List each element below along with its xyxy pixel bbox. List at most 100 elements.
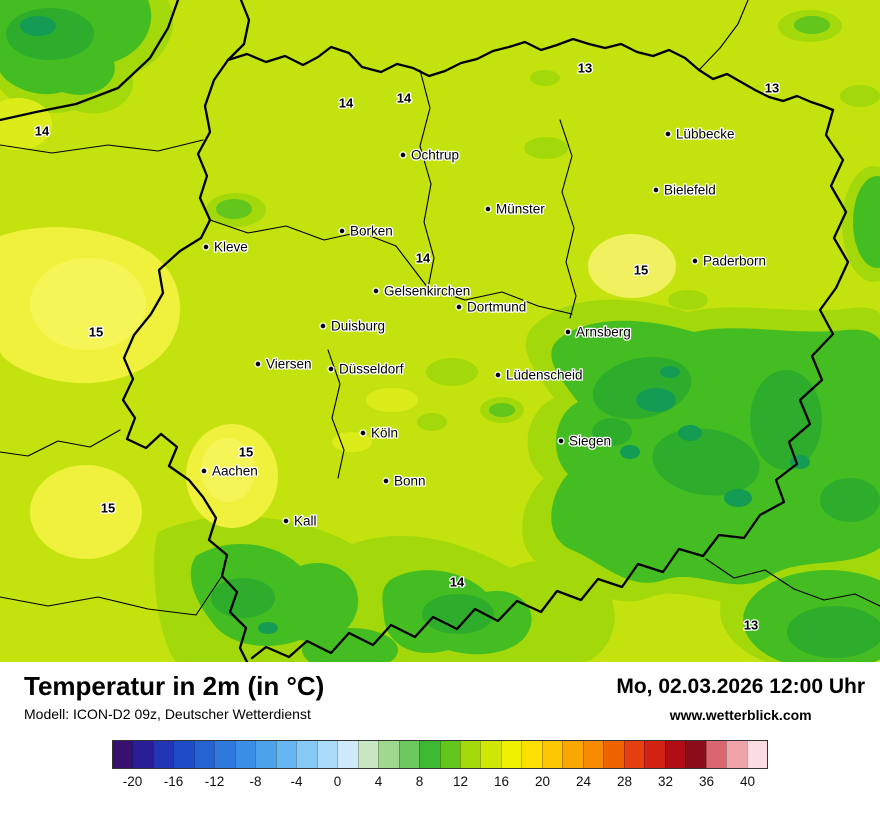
temperature-value-labels: 14 14 14 13 13 14 15 15 15 15 14 13 xyxy=(33,59,780,634)
temperature-colorbar: -20 -16 -12 -8 -4 0 4 8 12 16 20 24 28 32 36 40 xyxy=(112,740,768,794)
city-label: Lüdenscheid xyxy=(506,368,583,383)
colorbar-segment xyxy=(521,741,542,768)
temperature-value: 14 xyxy=(35,124,50,139)
city-dot xyxy=(319,322,327,330)
colorbar-segment xyxy=(337,741,358,768)
temperature-value: 15 xyxy=(239,445,253,460)
city-label: Arnsberg xyxy=(576,325,631,340)
city-dot xyxy=(254,360,262,368)
district-line xyxy=(427,287,573,315)
border-west xyxy=(121,0,251,662)
city-marker-lübbecke: Lübbecke xyxy=(664,125,736,143)
city-marker-siegen: Siegen xyxy=(557,432,612,450)
colorbar-segment xyxy=(705,741,727,768)
city-label: Gelsenkirchen xyxy=(384,284,470,299)
footer-right: Mo, 02.03.2026 12:00 Uhr www.wetterblick… xyxy=(616,672,865,723)
footer-left: Temperatur in 2m (in °C) Modell: ICON-D2… xyxy=(24,672,324,722)
map-title: Temperatur in 2m (in °C) xyxy=(24,671,325,701)
colorbar-segment xyxy=(746,741,767,768)
temperature-value: 14 xyxy=(397,91,412,106)
colorbar-segment xyxy=(316,741,338,768)
colorbar-segment xyxy=(173,741,194,768)
city-markers: Ochtrup Lübbecke Münster Bielefeld Borken Kle… xyxy=(200,125,767,530)
temperature-value: 14 xyxy=(416,251,431,266)
colorbar-segment xyxy=(113,741,133,768)
district-line xyxy=(698,0,749,71)
city-dot xyxy=(494,371,502,379)
city-marker-düsseldorf: Düsseldorf xyxy=(327,360,405,378)
district-line xyxy=(0,429,121,457)
colorbar-tick-label: 0 xyxy=(333,774,342,789)
colorbar-tick-label: 28 xyxy=(616,774,633,789)
city-label: Bielefeld xyxy=(664,183,716,198)
colorbar-segment xyxy=(603,741,624,768)
temperature-map: 14 14 14 13 13 14 15 15 15 15 14 13 Ochtrup Lübbecke… xyxy=(0,0,880,662)
colorbar-segment xyxy=(685,741,706,768)
colorbar-tick-label: 32 xyxy=(657,774,674,789)
city-label: Dortmund xyxy=(467,300,526,315)
colorbar-segment xyxy=(214,741,235,768)
city-marker-münster: Münster xyxy=(484,200,547,218)
temperature-value: 15 xyxy=(101,501,115,516)
forecast-datetime: Mo, 02.03.2026 12:00 Uhr xyxy=(616,675,865,698)
colorbar-tick-label: -8 xyxy=(249,774,262,789)
temperature-value: 15 xyxy=(634,263,648,278)
city-marker-ochtrup: Ochtrup xyxy=(399,146,460,164)
city-dot xyxy=(455,303,463,311)
colorbar-segment xyxy=(459,741,481,768)
city-label: Aachen xyxy=(212,464,258,479)
colorbar-segment xyxy=(419,741,440,768)
city-dot xyxy=(557,437,565,445)
district-line xyxy=(0,575,223,616)
colorbar-segment xyxy=(357,741,379,768)
colorbar-tick-label: -4 xyxy=(290,774,303,789)
city-marker-aachen: Aachen xyxy=(200,462,259,480)
city-marker-köln: Köln xyxy=(359,424,399,442)
temperature-value: 14 xyxy=(450,575,465,590)
temperature-value: 13 xyxy=(744,618,758,633)
temperature-field xyxy=(0,0,880,662)
city-label: Siegen xyxy=(569,434,611,449)
colorbar-segment xyxy=(623,741,645,768)
colorbar-segment xyxy=(664,741,686,768)
city-dot xyxy=(399,151,407,159)
colorbar-tick-label: -12 xyxy=(204,774,225,789)
city-dot xyxy=(359,429,367,437)
colorbar-segment xyxy=(296,741,317,768)
map-footer: Temperatur in 2m (in °C) Modell: ICON-D2… xyxy=(0,662,880,830)
colorbar-segment xyxy=(398,741,420,768)
colorbar-segment xyxy=(500,741,522,768)
colorbar-tick-label: -20 xyxy=(122,774,143,789)
city-marker-viersen: Viersen xyxy=(254,355,313,373)
city-marker-kall: Kall xyxy=(282,512,318,530)
city-marker-bonn: Bonn xyxy=(382,472,427,490)
city-label: Düsseldorf xyxy=(339,362,404,377)
city-dot xyxy=(484,205,492,213)
colorbar-segments xyxy=(112,740,768,769)
city-marker-duisburg: Duisburg xyxy=(319,317,386,335)
city-marker-kleve: Kleve xyxy=(202,238,249,256)
city-marker-borken: Borken xyxy=(338,222,394,240)
city-label: Kall xyxy=(294,514,317,529)
city-dot xyxy=(564,328,572,336)
colorbar-segment xyxy=(193,741,215,768)
website-link[interactable]: www.wetterblick.com xyxy=(669,707,812,723)
city-marker-lüdenscheid: Lüdenscheid xyxy=(494,366,584,384)
city-label: Kleve xyxy=(214,240,248,255)
city-dot xyxy=(664,130,672,138)
colorbar-segment xyxy=(541,741,563,768)
city-dot xyxy=(691,257,699,265)
colorbar-segment xyxy=(275,741,297,768)
city-label: Ochtrup xyxy=(411,148,459,163)
colorbar-segment xyxy=(439,741,460,768)
city-label: Paderborn xyxy=(703,254,766,269)
colorbar-segment xyxy=(562,741,583,768)
colorbar-labels: -20 -16 -12 -8 -4 0 4 8 12 16 20 24 28 32 36 40 xyxy=(112,774,768,794)
city-dot xyxy=(282,517,290,525)
city-marker-arnsberg: Arnsberg xyxy=(564,323,632,341)
city-dot xyxy=(652,186,660,194)
district-line xyxy=(327,349,345,479)
border-northwest xyxy=(0,0,180,122)
city-label: Borken xyxy=(350,224,393,239)
border-east-south xyxy=(250,108,850,660)
